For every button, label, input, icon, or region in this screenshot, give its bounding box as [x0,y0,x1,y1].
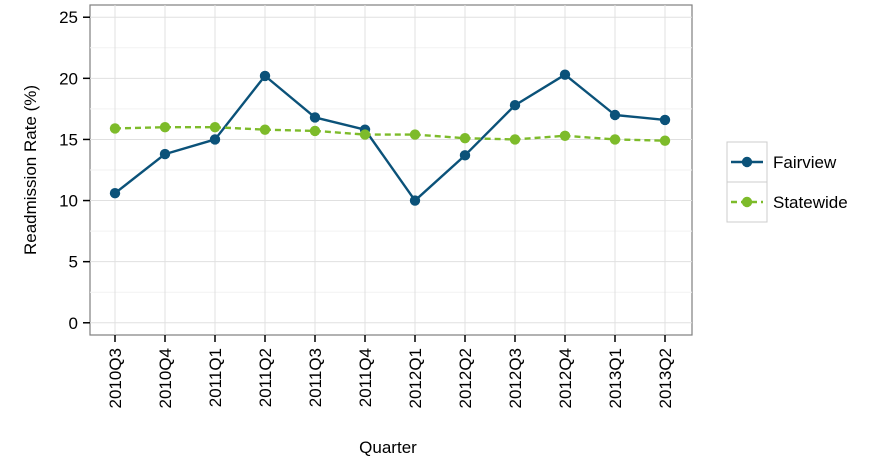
data-point-fairview [309,112,321,123]
y-tick-label: 15 [59,130,78,149]
data-point-fairview [409,195,421,206]
y-tick-label: 5 [69,253,78,272]
data-point-statewide [659,135,671,146]
x-tick-label: 2010Q3 [106,348,125,409]
legend-label-fairview: Fairview [773,153,837,172]
x-tick-label: 2011Q4 [356,348,375,407]
series-layer [109,69,671,206]
grid-major [90,5,692,335]
data-point-statewide [409,129,421,140]
x-tick-label: 2010Q4 [156,348,175,409]
x-tick-label: 2013Q2 [656,348,675,409]
x-axis-title: Quarter [359,438,417,457]
series-line-statewide [114,126,666,142]
x-tick-label: 2012Q2 [456,348,475,409]
y-tick-label: 0 [69,314,78,333]
y-axis-title: Readmission Rate (%) [21,85,40,255]
data-point-statewide [259,124,271,135]
data-point-statewide [109,123,121,134]
data-point-statewide [509,134,521,145]
data-point-fairview [109,188,121,199]
x-tick-label: 2013Q1 [606,348,625,409]
data-point-fairview [509,100,521,111]
data-point-fairview [559,69,571,80]
legend-label-statewide: Statewide [773,193,848,212]
data-point-fairview [209,134,221,145]
y-axis: 0 5 10 15 20 25 [59,8,90,333]
data-point-statewide [459,133,471,144]
x-tick-label: 2011Q3 [306,348,325,407]
x-tick-label: 2011Q2 [256,348,275,407]
data-point-fairview [459,150,471,161]
data-point-statewide [559,130,571,141]
x-tick-label: 2011Q1 [206,348,225,407]
legend-key-point [741,196,753,208]
x-tick-label: 2012Q4 [556,348,575,409]
data-point-fairview [159,148,171,160]
legend-key-point [741,156,753,168]
data-point-statewide [309,125,321,137]
grid-minor [90,47,692,293]
data-point-statewide [609,134,621,145]
data-point-statewide [359,129,371,140]
x-axis: 2010Q3 2010Q4 2011Q1 2011Q2 2011Q3 2011Q4 2012… [106,335,675,409]
y-tick-label: 10 [59,192,78,211]
data-point-statewide [159,122,171,133]
y-tick-label: 25 [59,8,78,27]
y-tick-label: 20 [59,69,78,88]
x-tick-label: 2012Q1 [406,348,425,409]
series-line-fairview [114,73,666,202]
data-point-fairview [259,70,271,82]
data-point-fairview [609,109,621,121]
data-point-fairview [659,114,671,126]
legend: Fairview Statewide [726,141,848,223]
x-tick-label: 2012Q3 [506,348,525,409]
data-point-statewide [209,122,221,133]
